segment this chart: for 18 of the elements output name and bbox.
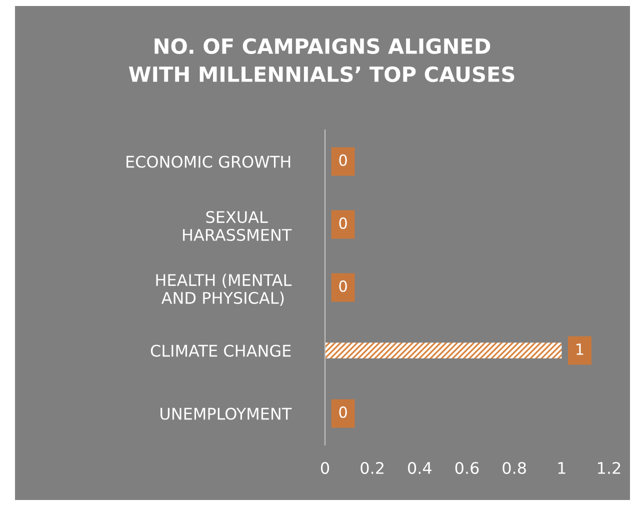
x-tick-label: 0.6 [455, 462, 479, 474]
chart-title: NO. OF CAMPAIGNS ALIGNED WITH MILLENNIALS’ TOP CAUSES [128, 38, 514, 82]
x-tick-label: 1 [558, 462, 566, 474]
data-label: 1 [576, 344, 584, 355]
data-label: 0 [339, 217, 347, 229]
x-tick-label: 0 [320, 462, 330, 474]
y-tick-label: CLIMATE CHANGE [150, 344, 291, 357]
y-tick-label: HEALTH (MENTAL AND PHYSICAL) [156, 274, 292, 306]
data-label: 0 [339, 154, 347, 166]
x-tick-label: 0.4 [408, 462, 432, 474]
y-tick-label: UNEMPLOYMENT [160, 408, 292, 420]
x-tick-label: 0.8 [502, 462, 526, 474]
y-tick-label: ECONOMIC GROWTH [126, 156, 290, 168]
x-tick-label: 0.2 [360, 462, 384, 474]
y-tick-label: SEXUAL HARASSMENT [183, 210, 292, 241]
data-label: 0 [339, 406, 347, 418]
x-tick-label: 1.2 [598, 462, 620, 474]
data-label: 0 [339, 280, 347, 292]
